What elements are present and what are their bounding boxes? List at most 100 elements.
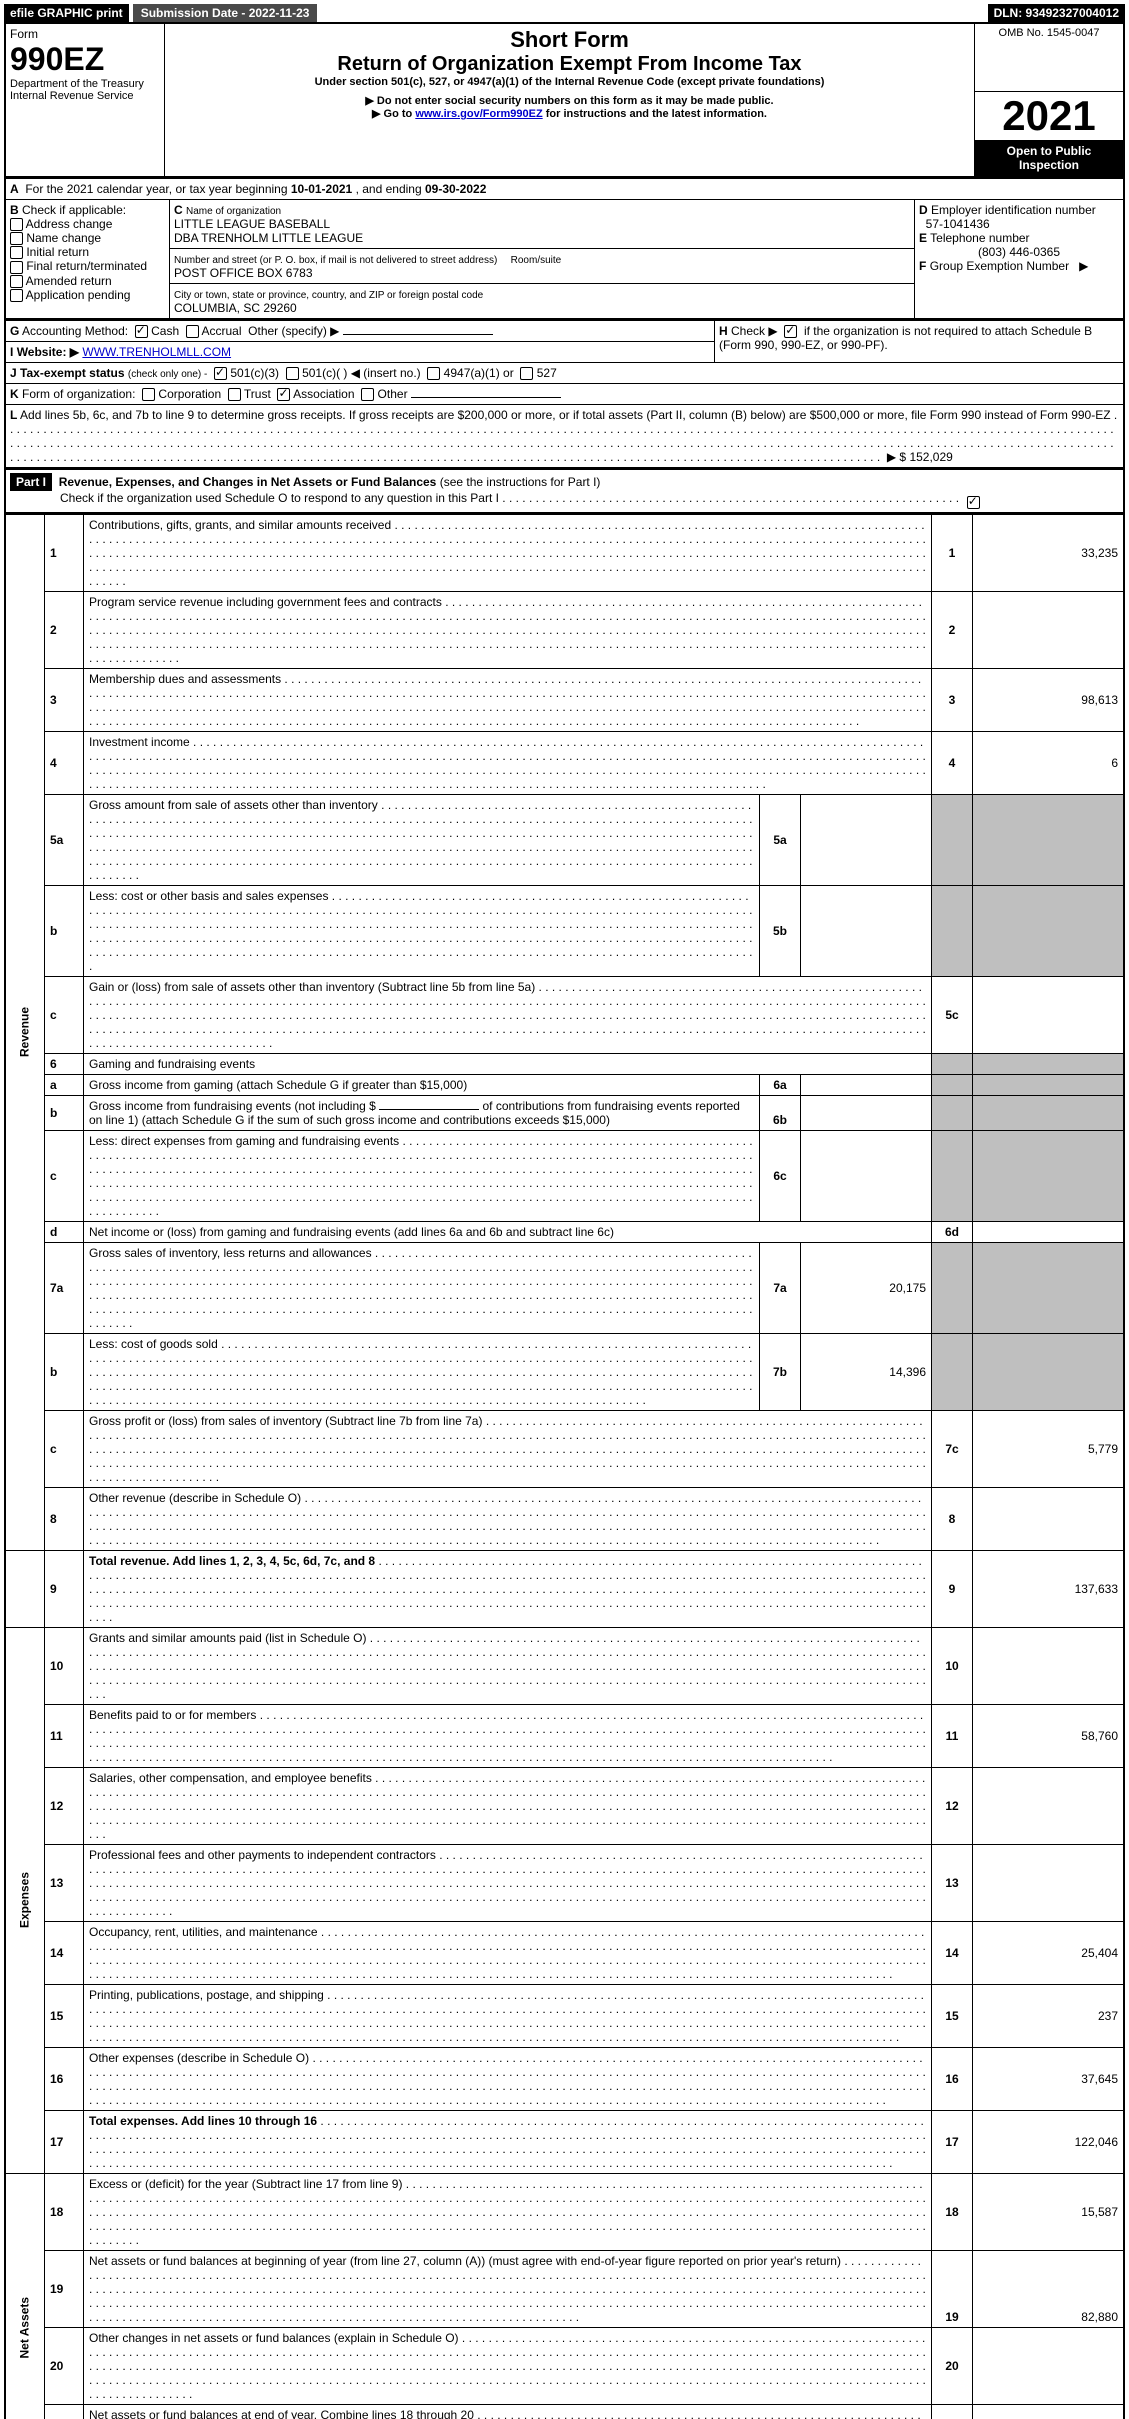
- check-527[interactable]: [520, 367, 533, 380]
- top-bar: efile GRAPHIC print Submission Date - 20…: [4, 4, 1125, 22]
- line-3-text: Membership dues and assessments: [89, 672, 281, 686]
- check-schedule-o[interactable]: [967, 496, 980, 509]
- b-addr: Address change: [26, 217, 113, 231]
- section-l: L Add lines 5b, 6c, and 7b to line 9 to …: [5, 405, 1124, 469]
- line-3: 3 Membership dues and assessments 3 98,6…: [5, 668, 1124, 731]
- line-3-box: 3: [932, 668, 973, 731]
- line-6a-text: Gross income from gaming (attach Schedul…: [89, 1078, 467, 1092]
- line-11: 11 Benefits paid to or for members 11 58…: [5, 1704, 1124, 1767]
- section-i: I Website: ▶ WWW.TRENHOLMLL.COM: [5, 341, 715, 362]
- tax-year: 2021: [975, 92, 1123, 140]
- line-1-box: 1: [932, 514, 973, 591]
- g-other: Other (specify) ▶: [248, 324, 339, 338]
- line-16: 16 Other expenses (describe in Schedule …: [5, 2047, 1124, 2110]
- check-initial-return[interactable]: [10, 246, 23, 259]
- check-4947[interactable]: [427, 367, 440, 380]
- line-6d: d Net income or (loss) from gaming and f…: [5, 1221, 1124, 1242]
- j-a: 501(c)(3): [230, 366, 279, 380]
- line-3-no: 3: [45, 668, 84, 731]
- line-13: 13 Professional fees and other payments …: [5, 1844, 1124, 1921]
- line-11-val: 58,760: [973, 1704, 1125, 1767]
- line-2: 2 Program service revenue including gove…: [5, 591, 1124, 668]
- line-6b-text1: Gross income from fundraising events (no…: [89, 1099, 376, 1113]
- line-7b-no: b: [45, 1333, 84, 1410]
- line-6c-no: c: [45, 1130, 84, 1221]
- k-other: Other: [378, 387, 408, 401]
- under-section: Under section 501(c), 527, or 4947(a)(1)…: [169, 76, 970, 88]
- line-7a-grey1: [932, 1242, 973, 1333]
- line-5b-text: Less: cost or other basis and sales expe…: [89, 889, 328, 903]
- line-4: 4 Investment income 4 6: [5, 731, 1124, 794]
- b-name: Name change: [26, 231, 101, 245]
- line-10-val: [973, 1627, 1125, 1704]
- f-label: Group Exemption Number: [930, 259, 1069, 273]
- line-5a-subbox: 5a: [760, 794, 801, 885]
- line-6-grey1: [932, 1053, 973, 1074]
- i-label: Website: ▶: [17, 345, 79, 359]
- check-address-change[interactable]: [10, 218, 23, 231]
- line-6-grey2: [973, 1053, 1125, 1074]
- b-final: Final return/terminated: [26, 259, 147, 273]
- line-15-box: 15: [932, 1984, 973, 2047]
- l-text: Add lines 5b, 6c, and 7b to line 9 to de…: [20, 408, 1111, 422]
- line-14-text: Occupancy, rent, utilities, and maintena…: [89, 1925, 318, 1939]
- irs-link[interactable]: www.irs.gov/Form990EZ: [415, 108, 542, 120]
- line-7c-val: 5,779: [973, 1410, 1125, 1487]
- line-9: 9 Total revenue. Add lines 1, 2, 3, 4, 5…: [5, 1550, 1124, 1627]
- line-6b-subval: [801, 1095, 932, 1130]
- line-5a-grey1: [932, 794, 973, 885]
- k-trust: Trust: [244, 387, 271, 401]
- line-6c-text: Less: direct expenses from gaming and fu…: [89, 1134, 399, 1148]
- check-schedule-b[interactable]: [784, 325, 797, 338]
- line-6a-grey2: [973, 1074, 1125, 1095]
- line-2-val: [973, 591, 1125, 668]
- k-corp: Corporation: [158, 387, 221, 401]
- c-city-label: City or town, state or province, country…: [174, 290, 483, 301]
- check-501c[interactable]: [286, 367, 299, 380]
- check-association[interactable]: [277, 388, 290, 401]
- line-11-text: Benefits paid to or for members: [89, 1708, 256, 1722]
- j-label: Tax-exempt status: [20, 366, 124, 380]
- section-d-e-f: D Employer identification number 57-1041…: [915, 199, 1125, 319]
- check-other-org[interactable]: [361, 388, 374, 401]
- line-6c-subbox: 6c: [760, 1130, 801, 1221]
- efile-label[interactable]: efile GRAPHIC print: [4, 4, 129, 22]
- omb-number: OMB No. 1545-0047: [975, 23, 1125, 91]
- e-label: Telephone number: [930, 231, 1029, 245]
- line-8-val: [973, 1487, 1125, 1550]
- check-501c3[interactable]: [214, 367, 227, 380]
- line-4-box: 4: [932, 731, 973, 794]
- website-link[interactable]: WWW.TRENHOLMLL.COM: [82, 345, 231, 359]
- tax-year-end: 09-30-2022: [425, 182, 486, 196]
- line-6d-box: 6d: [932, 1221, 973, 1242]
- line-7a-no: 7a: [45, 1242, 84, 1333]
- phone-value: (803) 446-0365: [919, 245, 1119, 259]
- check-trust[interactable]: [228, 388, 241, 401]
- line-15-text: Printing, publications, postage, and shi…: [89, 1988, 324, 2002]
- line-12-no: 12: [45, 1767, 84, 1844]
- line-20-text: Other changes in net assets or fund bala…: [89, 2331, 459, 2345]
- check-name-change[interactable]: [10, 232, 23, 245]
- line-6b-grey2: [973, 1095, 1125, 1130]
- line-5a-text: Gross amount from sale of assets other t…: [89, 798, 378, 812]
- line-16-val: 37,645: [973, 2047, 1125, 2110]
- line-4-val: 6: [973, 731, 1125, 794]
- line-9-box: 9: [932, 1550, 973, 1627]
- check-app-pending[interactable]: [10, 289, 23, 302]
- form-header: Form 990EZ Department of the Treasury In…: [4, 22, 1125, 178]
- line-5c-box: 5c: [932, 976, 973, 1053]
- check-final-return[interactable]: [10, 261, 23, 274]
- line-8-no: 8: [45, 1487, 84, 1550]
- c-addr-label: Number and street (or P. O. box, if mail…: [174, 255, 497, 266]
- line-2-box: 2: [932, 591, 973, 668]
- check-amended[interactable]: [10, 275, 23, 288]
- line-6b: b Gross income from fundraising events (…: [5, 1095, 1124, 1130]
- check-corporation[interactable]: [142, 388, 155, 401]
- section-c-name: C Name of organization LITTLE LEAGUE BAS…: [170, 199, 915, 248]
- city-state-zip: COLUMBIA, SC 29260: [174, 301, 297, 315]
- j-b: 501(c)( ) ◀ (insert no.): [302, 366, 421, 380]
- tax-year-begin: 10-01-2021: [291, 182, 352, 196]
- check-cash[interactable]: [135, 325, 148, 338]
- check-accrual[interactable]: [186, 325, 199, 338]
- line-5a-grey2: [973, 794, 1125, 885]
